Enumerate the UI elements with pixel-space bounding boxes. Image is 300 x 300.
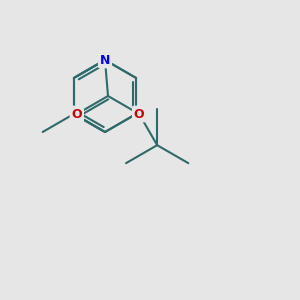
Text: O: O [71,107,82,121]
Text: O: O [134,107,145,121]
Text: N: N [100,53,110,67]
